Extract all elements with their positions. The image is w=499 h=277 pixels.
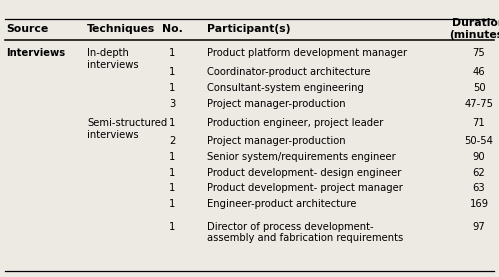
Text: Product development- design engineer: Product development- design engineer — [207, 168, 402, 178]
Text: Coordinator-product architecture: Coordinator-product architecture — [207, 67, 371, 77]
Text: 63: 63 — [473, 183, 486, 193]
Text: Product platform development manager: Product platform development manager — [207, 48, 407, 58]
Text: 1: 1 — [169, 183, 175, 193]
Text: Product development- project manager: Product development- project manager — [207, 183, 403, 193]
Text: Director of process development-
assembly and fabrication requirements: Director of process development- assembl… — [207, 222, 403, 243]
Text: Source: Source — [6, 24, 48, 34]
Text: 50-54: 50-54 — [465, 136, 494, 146]
Text: 1: 1 — [169, 168, 175, 178]
Text: Senior system/requirements engineer: Senior system/requirements engineer — [207, 152, 396, 162]
Text: 50: 50 — [473, 83, 486, 93]
Text: 1: 1 — [169, 48, 175, 58]
Text: No.: No. — [162, 24, 183, 34]
Text: 47-75: 47-75 — [465, 99, 494, 109]
Text: 1: 1 — [169, 222, 175, 232]
Text: 1: 1 — [169, 152, 175, 162]
Text: 1: 1 — [169, 67, 175, 77]
Text: 97: 97 — [473, 222, 486, 232]
Text: 71: 71 — [473, 118, 486, 128]
Text: Consultant-system engineering: Consultant-system engineering — [207, 83, 364, 93]
Text: Duration
(minutes): Duration (minutes) — [450, 18, 499, 40]
Text: 62: 62 — [473, 168, 486, 178]
Text: 1: 1 — [169, 118, 175, 128]
Text: Techniques: Techniques — [87, 24, 156, 34]
Text: Project manager-production: Project manager-production — [207, 99, 346, 109]
Text: Semi-structured
interviews: Semi-structured interviews — [87, 118, 168, 140]
Text: Interviews: Interviews — [6, 48, 65, 58]
Text: Engineer-product architecture: Engineer-product architecture — [207, 199, 357, 209]
Text: 3: 3 — [169, 99, 175, 109]
Text: 90: 90 — [473, 152, 486, 162]
Text: 169: 169 — [470, 199, 489, 209]
Text: 75: 75 — [473, 48, 486, 58]
Text: Participant(s): Participant(s) — [207, 24, 290, 34]
Text: 1: 1 — [169, 83, 175, 93]
Text: Production engineer, project leader: Production engineer, project leader — [207, 118, 383, 128]
Text: In-depth
interviews: In-depth interviews — [87, 48, 139, 70]
Text: 46: 46 — [473, 67, 486, 77]
Text: Project manager-production: Project manager-production — [207, 136, 346, 146]
Text: 1: 1 — [169, 199, 175, 209]
Text: 2: 2 — [169, 136, 175, 146]
